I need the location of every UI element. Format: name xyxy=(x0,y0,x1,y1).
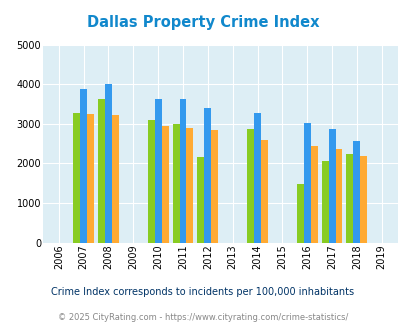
Bar xyxy=(186,128,193,243)
Text: © 2025 CityRating.com - https://www.cityrating.com/crime-statistics/: © 2025 CityRating.com - https://www.city… xyxy=(58,313,347,322)
Bar xyxy=(197,157,204,243)
Bar xyxy=(73,113,80,243)
Bar xyxy=(112,115,119,243)
Bar xyxy=(87,114,94,243)
Bar xyxy=(260,140,267,243)
Bar xyxy=(179,99,186,243)
Bar xyxy=(254,113,260,243)
Bar xyxy=(360,156,367,243)
Bar xyxy=(328,128,335,243)
Bar xyxy=(204,108,211,243)
Text: Dallas Property Crime Index: Dallas Property Crime Index xyxy=(87,15,318,30)
Bar xyxy=(211,130,218,243)
Bar xyxy=(247,129,254,243)
Bar xyxy=(161,126,168,243)
Bar xyxy=(105,84,112,243)
Bar xyxy=(303,123,310,243)
Text: Crime Index corresponds to incidents per 100,000 inhabitants: Crime Index corresponds to incidents per… xyxy=(51,287,354,297)
Bar xyxy=(172,124,179,243)
Bar xyxy=(296,183,303,243)
Bar xyxy=(147,120,154,243)
Bar xyxy=(345,154,352,243)
Bar xyxy=(310,146,317,243)
Bar xyxy=(80,88,87,243)
Bar xyxy=(335,149,342,243)
Bar xyxy=(154,99,161,243)
Bar xyxy=(321,161,328,243)
Bar xyxy=(352,141,360,243)
Bar xyxy=(98,99,105,243)
